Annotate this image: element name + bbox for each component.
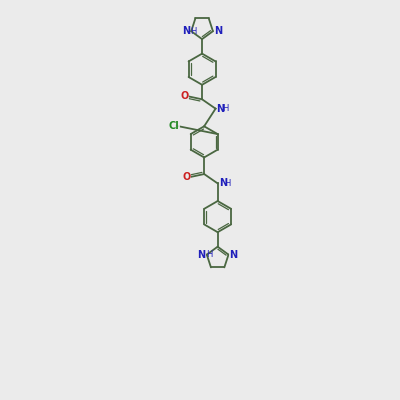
Text: H: H <box>190 27 196 36</box>
Text: N: N <box>214 26 222 36</box>
Text: H: H <box>206 250 212 259</box>
Text: O: O <box>180 91 188 101</box>
Text: N: N <box>182 26 190 36</box>
Text: N: N <box>217 104 225 114</box>
Text: O: O <box>182 172 191 182</box>
Text: H: H <box>222 104 228 113</box>
Text: H: H <box>224 179 231 188</box>
Text: N: N <box>230 250 238 260</box>
Text: N: N <box>219 178 227 188</box>
Text: Cl: Cl <box>169 121 180 131</box>
Text: N: N <box>198 250 206 260</box>
